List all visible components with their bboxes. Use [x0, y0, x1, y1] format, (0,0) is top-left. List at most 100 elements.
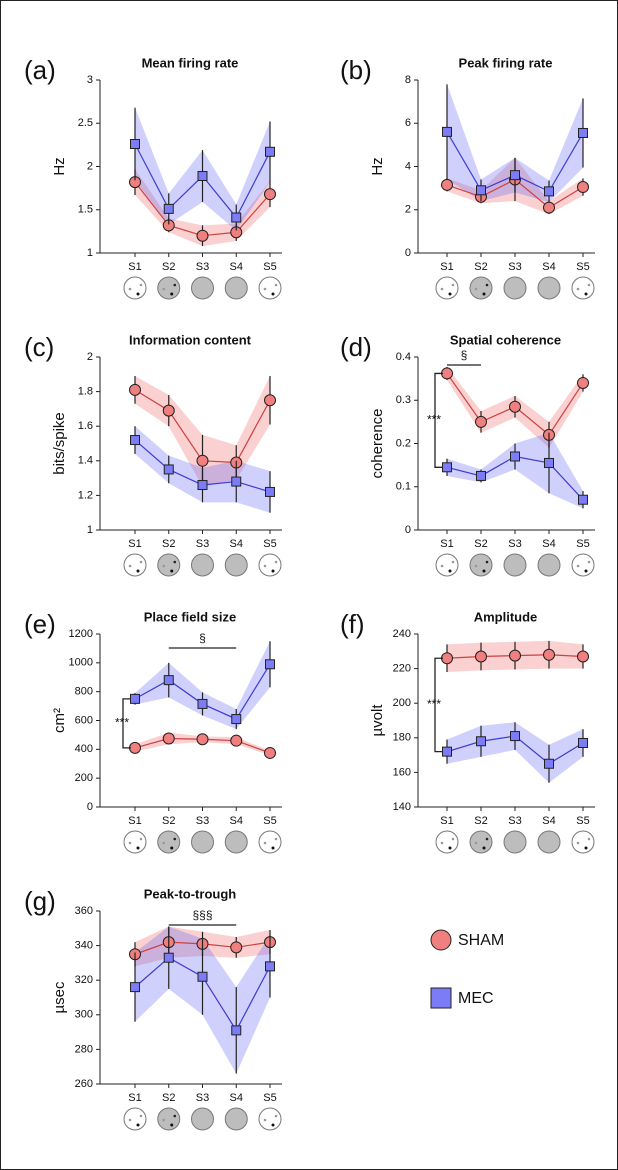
cue-dot	[440, 287, 444, 291]
cue-dot	[451, 560, 455, 564]
x-tick-label: S5	[263, 538, 276, 550]
y-tick-label: 160	[393, 766, 411, 778]
cue-dot	[162, 1118, 166, 1122]
cue-dot	[448, 569, 452, 573]
point	[130, 435, 140, 446]
point	[543, 648, 555, 661]
x-tick-label: S4	[542, 538, 555, 550]
cue-dot	[485, 837, 489, 841]
significance-bracket	[434, 372, 443, 468]
panel-label: (c)	[24, 332, 54, 362]
y-tick-label: 4	[405, 160, 411, 172]
arena-icon	[258, 553, 282, 577]
cue-dot	[136, 846, 140, 850]
arena-icon	[157, 553, 181, 577]
panel-title: Peak firing rate	[459, 55, 553, 70]
cue-dot	[162, 287, 166, 291]
cue-dot	[173, 1114, 177, 1118]
cue-dot	[263, 841, 267, 845]
cue-dot	[136, 1123, 140, 1127]
legend-label: MEC	[458, 990, 494, 1007]
point	[264, 188, 276, 201]
point	[510, 731, 520, 742]
y-tick-label: 200	[75, 772, 93, 784]
point	[476, 736, 486, 747]
x-tick-label: S3	[196, 261, 209, 273]
panel: (b) Peak firing rate Hz 0 2 4 6 8 S1 S2 S3 S4 S5	[340, 55, 595, 300]
point	[265, 146, 275, 157]
point	[475, 650, 487, 663]
cue-dot	[162, 841, 166, 845]
panel-label: (d)	[340, 332, 372, 362]
point	[265, 659, 275, 670]
arena-icon	[571, 276, 595, 300]
x-tick-label: S3	[508, 261, 521, 273]
cue-dot	[274, 837, 278, 841]
y-tick-label: 1	[87, 524, 93, 536]
y-tick-label: 2	[405, 204, 411, 216]
cue-dot	[263, 287, 267, 291]
cue-dot	[451, 837, 455, 841]
x-tick-label: S3	[196, 815, 209, 827]
y-tick-label: 220	[393, 663, 411, 675]
point	[509, 649, 521, 662]
cue-dot	[170, 292, 174, 296]
x-tick-label: S2	[474, 261, 487, 273]
cue-dot	[136, 292, 140, 296]
cue-dot	[139, 560, 143, 564]
arena-icon	[123, 276, 147, 300]
x-tick-label: S4	[542, 261, 555, 273]
cue-dot	[482, 569, 486, 573]
significance-label: ***	[427, 413, 441, 427]
panel-label: (f)	[340, 609, 365, 639]
x-tick-label: S1	[128, 538, 141, 550]
panel: (a) Mean firing rate Hz 1 1.5 2 2.5 3 S1 S2 S3 S4 S5	[24, 55, 282, 300]
point	[578, 737, 588, 748]
arena-icon	[537, 276, 561, 300]
point	[543, 201, 555, 214]
point	[163, 464, 174, 475]
x-tick-label: S2	[162, 1092, 175, 1104]
cue-dot	[173, 560, 177, 564]
panel-title: Information content	[129, 332, 252, 347]
y-tick-label: 6	[405, 117, 411, 129]
arena-icon	[537, 553, 561, 577]
cue-dot	[263, 564, 267, 568]
point	[196, 733, 209, 746]
y-tick-label: 280	[75, 1043, 93, 1055]
cue-dot	[173, 837, 177, 841]
y-tick-label: 0.1	[396, 481, 411, 493]
point	[130, 982, 140, 993]
cue-dot	[584, 569, 588, 573]
cue-dot	[587, 837, 591, 841]
legend-swatch	[430, 929, 452, 951]
cue-dot	[576, 287, 580, 291]
y-tick-label: 0.4	[396, 351, 411, 363]
panel-label: (a)	[24, 55, 56, 85]
x-tick-label: S5	[576, 815, 589, 827]
point	[544, 186, 554, 197]
point	[578, 127, 588, 138]
x-tick-label: S4	[230, 1092, 243, 1104]
panel-label: (b)	[340, 55, 372, 85]
point	[442, 126, 452, 137]
point	[442, 746, 452, 757]
point	[163, 203, 174, 214]
x-tick-label: S4	[542, 815, 555, 827]
panel: (g) Peak-to-trough µsec 260 280 300 320 340 360 S…	[24, 886, 282, 1131]
point	[197, 480, 208, 491]
arena-icon	[191, 830, 214, 854]
point	[197, 171, 208, 182]
panel-title: Spatial coherence	[450, 332, 561, 347]
arena-icon	[571, 553, 595, 577]
y-tick-label: 340	[75, 940, 93, 952]
y-tick-label: 1200	[69, 628, 93, 640]
y-tick-label: 600	[75, 714, 93, 726]
y-tick-label: 240	[393, 628, 411, 640]
cue-dot	[170, 569, 174, 573]
significance-bracket	[122, 698, 131, 749]
point	[441, 178, 453, 191]
x-tick-label: S5	[263, 261, 276, 273]
x-tick-label: S1	[128, 815, 141, 827]
cue-dot	[576, 841, 580, 845]
